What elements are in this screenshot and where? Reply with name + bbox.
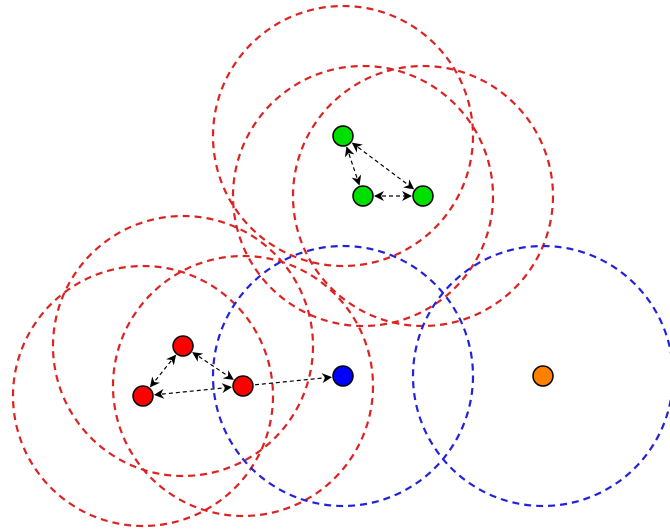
node-r1 — [173, 336, 193, 356]
node-b1 — [333, 366, 353, 386]
link-r1-r2 — [150, 355, 175, 386]
node-g3 — [413, 186, 433, 206]
node-g2 — [353, 186, 373, 206]
node-o1 — [533, 366, 553, 386]
link-r2-r3 — [155, 387, 231, 395]
links — [150, 143, 413, 395]
link-g1-g3 — [353, 143, 414, 189]
node-r2 — [133, 386, 153, 406]
node-g1 — [333, 126, 353, 146]
node-r3 — [233, 376, 253, 396]
link-r3-b1 — [255, 377, 331, 385]
range-circles — [13, 6, 670, 526]
link-g1-g2 — [347, 147, 359, 184]
